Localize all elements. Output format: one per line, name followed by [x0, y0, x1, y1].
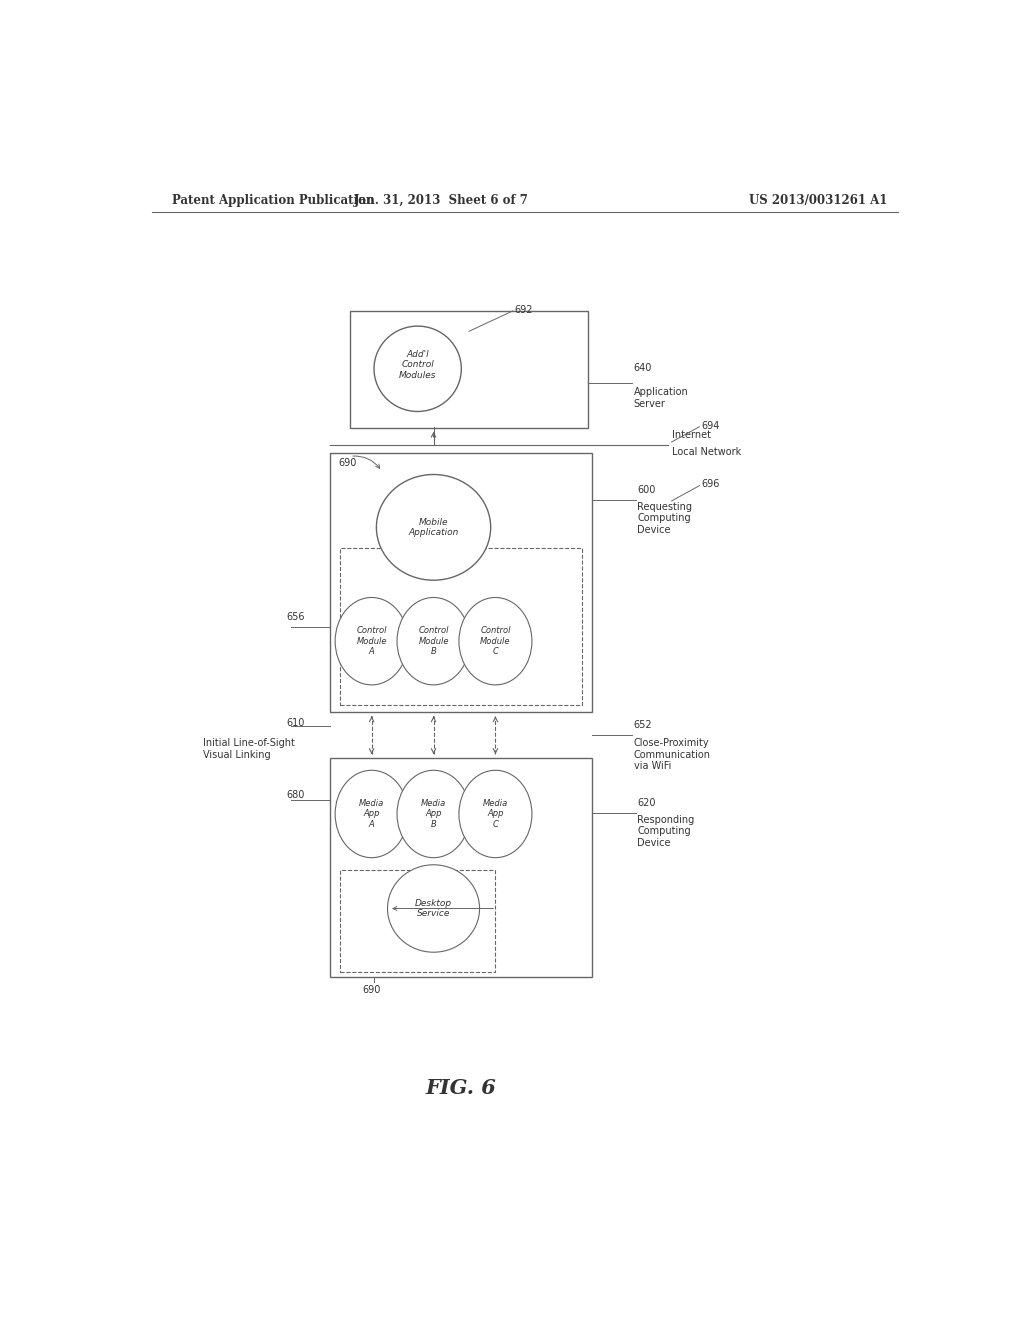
Ellipse shape	[387, 865, 479, 952]
Text: 652: 652	[634, 721, 652, 730]
Ellipse shape	[397, 771, 470, 858]
FancyBboxPatch shape	[331, 758, 592, 977]
FancyBboxPatch shape	[331, 453, 592, 713]
Ellipse shape	[459, 771, 531, 858]
FancyBboxPatch shape	[340, 548, 582, 705]
Text: 694: 694	[701, 421, 719, 430]
Text: Internet: Internet	[672, 430, 711, 440]
FancyBboxPatch shape	[340, 870, 495, 972]
Text: Requesting
Computing
Device: Requesting Computing Device	[638, 502, 692, 535]
Text: Mobile
Application: Mobile Application	[409, 517, 459, 537]
Text: Media
App
A: Media App A	[359, 799, 384, 829]
Text: 620: 620	[638, 799, 656, 808]
Text: 696: 696	[701, 479, 719, 488]
Text: Add'l
Control
Modules: Add'l Control Modules	[399, 350, 436, 380]
Text: 690: 690	[362, 985, 381, 995]
Text: Local Network: Local Network	[672, 447, 741, 457]
Text: Responding
Computing
Device: Responding Computing Device	[638, 814, 694, 847]
FancyBboxPatch shape	[350, 312, 588, 428]
Text: Patent Application Publication: Patent Application Publication	[172, 194, 374, 206]
Text: 656: 656	[287, 611, 305, 622]
Ellipse shape	[377, 474, 490, 581]
Text: 692: 692	[514, 305, 532, 315]
Ellipse shape	[374, 326, 461, 412]
Text: Initial Line-of-Sight
Visual Linking: Initial Line-of-Sight Visual Linking	[204, 738, 295, 760]
Text: Desktop
Service: Desktop Service	[415, 899, 453, 919]
Text: 640: 640	[634, 363, 652, 374]
Text: Close-Proximity
Communication
via WiFi: Close-Proximity Communication via WiFi	[634, 738, 711, 771]
Text: Control
Module
A: Control Module A	[356, 626, 387, 656]
Text: 610: 610	[287, 718, 305, 729]
Text: 680: 680	[287, 791, 305, 800]
Text: FIG. 6: FIG. 6	[426, 1078, 497, 1098]
Text: Control
Module
B: Control Module B	[418, 626, 449, 656]
Text: Control
Module
C: Control Module C	[480, 626, 511, 656]
Text: Application
Server: Application Server	[634, 387, 688, 409]
Text: US 2013/0031261 A1: US 2013/0031261 A1	[750, 194, 888, 206]
Text: Jan. 31, 2013  Sheet 6 of 7: Jan. 31, 2013 Sheet 6 of 7	[354, 194, 529, 206]
Ellipse shape	[335, 771, 409, 858]
Ellipse shape	[335, 598, 409, 685]
Text: 600: 600	[638, 484, 655, 495]
Text: Media
App
B: Media App B	[421, 799, 446, 829]
Ellipse shape	[397, 598, 470, 685]
Ellipse shape	[459, 598, 531, 685]
Text: 690: 690	[338, 458, 356, 469]
Text: Media
App
C: Media App C	[482, 799, 508, 829]
